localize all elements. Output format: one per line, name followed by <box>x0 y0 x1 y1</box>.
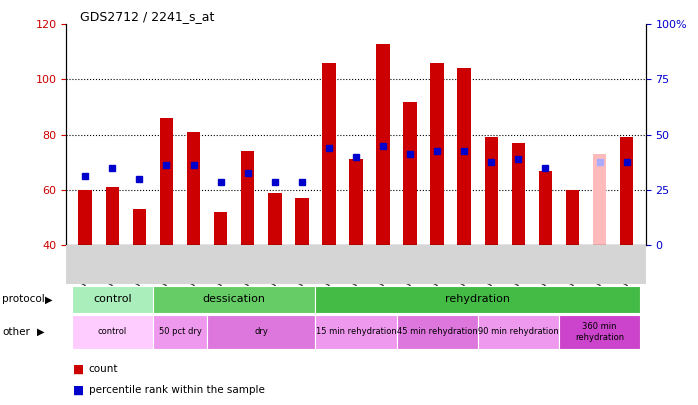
Bar <box>160 118 173 245</box>
Text: count: count <box>89 364 118 374</box>
Bar <box>241 151 255 245</box>
Text: GDS2712 / 2241_s_at: GDS2712 / 2241_s_at <box>80 10 215 23</box>
Bar <box>539 171 552 245</box>
Text: 45 min rehydration: 45 min rehydration <box>397 327 477 337</box>
Text: control: control <box>98 327 127 337</box>
Bar <box>295 198 309 245</box>
Bar <box>349 160 363 245</box>
Text: percentile rank within the sample: percentile rank within the sample <box>89 385 265 395</box>
Text: ▶: ▶ <box>37 327 45 337</box>
Text: ▶: ▶ <box>45 294 53 304</box>
Text: 360 min
rehydration: 360 min rehydration <box>575 322 624 341</box>
Bar <box>105 187 119 245</box>
Bar <box>457 68 471 245</box>
Bar <box>214 212 228 245</box>
Text: 90 min rehydration: 90 min rehydration <box>478 327 559 337</box>
Text: rehydration: rehydration <box>445 294 510 304</box>
Bar <box>620 137 634 245</box>
Bar <box>187 132 200 245</box>
Text: dry: dry <box>254 327 268 337</box>
Text: 15 min rehydration: 15 min rehydration <box>315 327 396 337</box>
Text: other: other <box>2 327 30 337</box>
Bar <box>268 193 281 245</box>
Bar <box>566 190 579 245</box>
Bar <box>376 44 389 245</box>
Bar <box>431 63 444 245</box>
Bar <box>512 143 525 245</box>
Bar <box>403 102 417 245</box>
Text: ■: ■ <box>73 363 84 376</box>
Bar <box>133 209 146 245</box>
Text: dessication: dessication <box>202 294 266 304</box>
Text: control: control <box>93 294 132 304</box>
Bar <box>593 154 607 245</box>
Text: protocol: protocol <box>2 294 45 304</box>
Text: ■: ■ <box>73 384 84 397</box>
Bar <box>484 137 498 245</box>
Bar <box>78 190 92 245</box>
Text: 50 pct dry: 50 pct dry <box>158 327 202 337</box>
Bar <box>322 63 336 245</box>
